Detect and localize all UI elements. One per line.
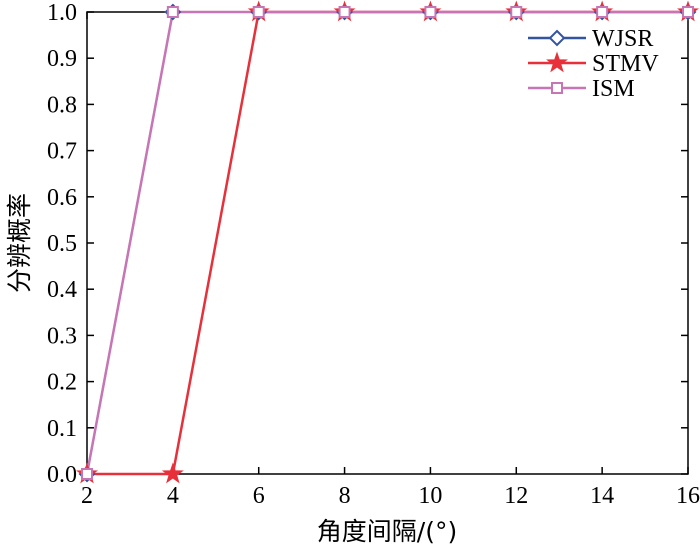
data-point-ism (596, 6, 609, 18)
legend-marker-ism (551, 82, 563, 94)
data-point-stmv (161, 462, 184, 484)
x-tick-label: 2 (81, 483, 93, 509)
legend-marker-stmv (546, 51, 568, 73)
y-tick-label: 0.3 (47, 323, 77, 349)
y-axis-title: 分辨概率 (5, 193, 34, 293)
y-tick-label: 0.9 (47, 46, 77, 72)
y-tick-label: 0.5 (47, 231, 77, 257)
y-tick-label: 1.0 (47, 0, 77, 26)
y-tick-label: 0.4 (47, 277, 77, 303)
data-point-ism (252, 6, 265, 18)
data-point-ism (166, 6, 179, 18)
legend-label-stmv: STMV (592, 51, 659, 77)
x-tick-label: 8 (339, 483, 351, 509)
x-tick-label: 6 (253, 483, 265, 509)
data-point-ism (81, 468, 93, 480)
legend-label-wjsr: WJSR (592, 26, 653, 52)
series-lines (85, 10, 688, 476)
data-point-ism (338, 6, 351, 18)
data-point-ism (510, 6, 523, 18)
axis-ticks: 2 4 6 8 10 12 14 16 0.0 0.1 0.2 0.3 0.4 0.5 0.6 0.7 0.8 0… (47, 0, 700, 509)
y-tick-label: 0.6 (47, 185, 77, 211)
series-markers (76, 0, 699, 484)
x-tick-label: 10 (418, 483, 442, 509)
y-tick-label: 0.2 (47, 370, 77, 396)
series-line-ism (85, 10, 688, 475)
y-tick-label: 0.8 (47, 92, 77, 118)
x-tick-label: 14 (590, 483, 614, 509)
x-axis-title: 角度间隔/(°) (317, 517, 457, 546)
x-tick-label: 4 (167, 483, 179, 509)
legend-label-ism: ISM (592, 76, 635, 102)
data-point-ism (682, 6, 694, 18)
data-point-ism (424, 6, 437, 18)
y-tick-label: 0.0 (47, 462, 77, 488)
y-tick-label: 0.1 (47, 416, 77, 442)
legend-marker-wjsr (548, 29, 566, 47)
x-tick-label: 16 (676, 483, 700, 509)
x-tick-label: 12 (504, 483, 528, 509)
y-tick-label: 0.7 (47, 139, 77, 165)
